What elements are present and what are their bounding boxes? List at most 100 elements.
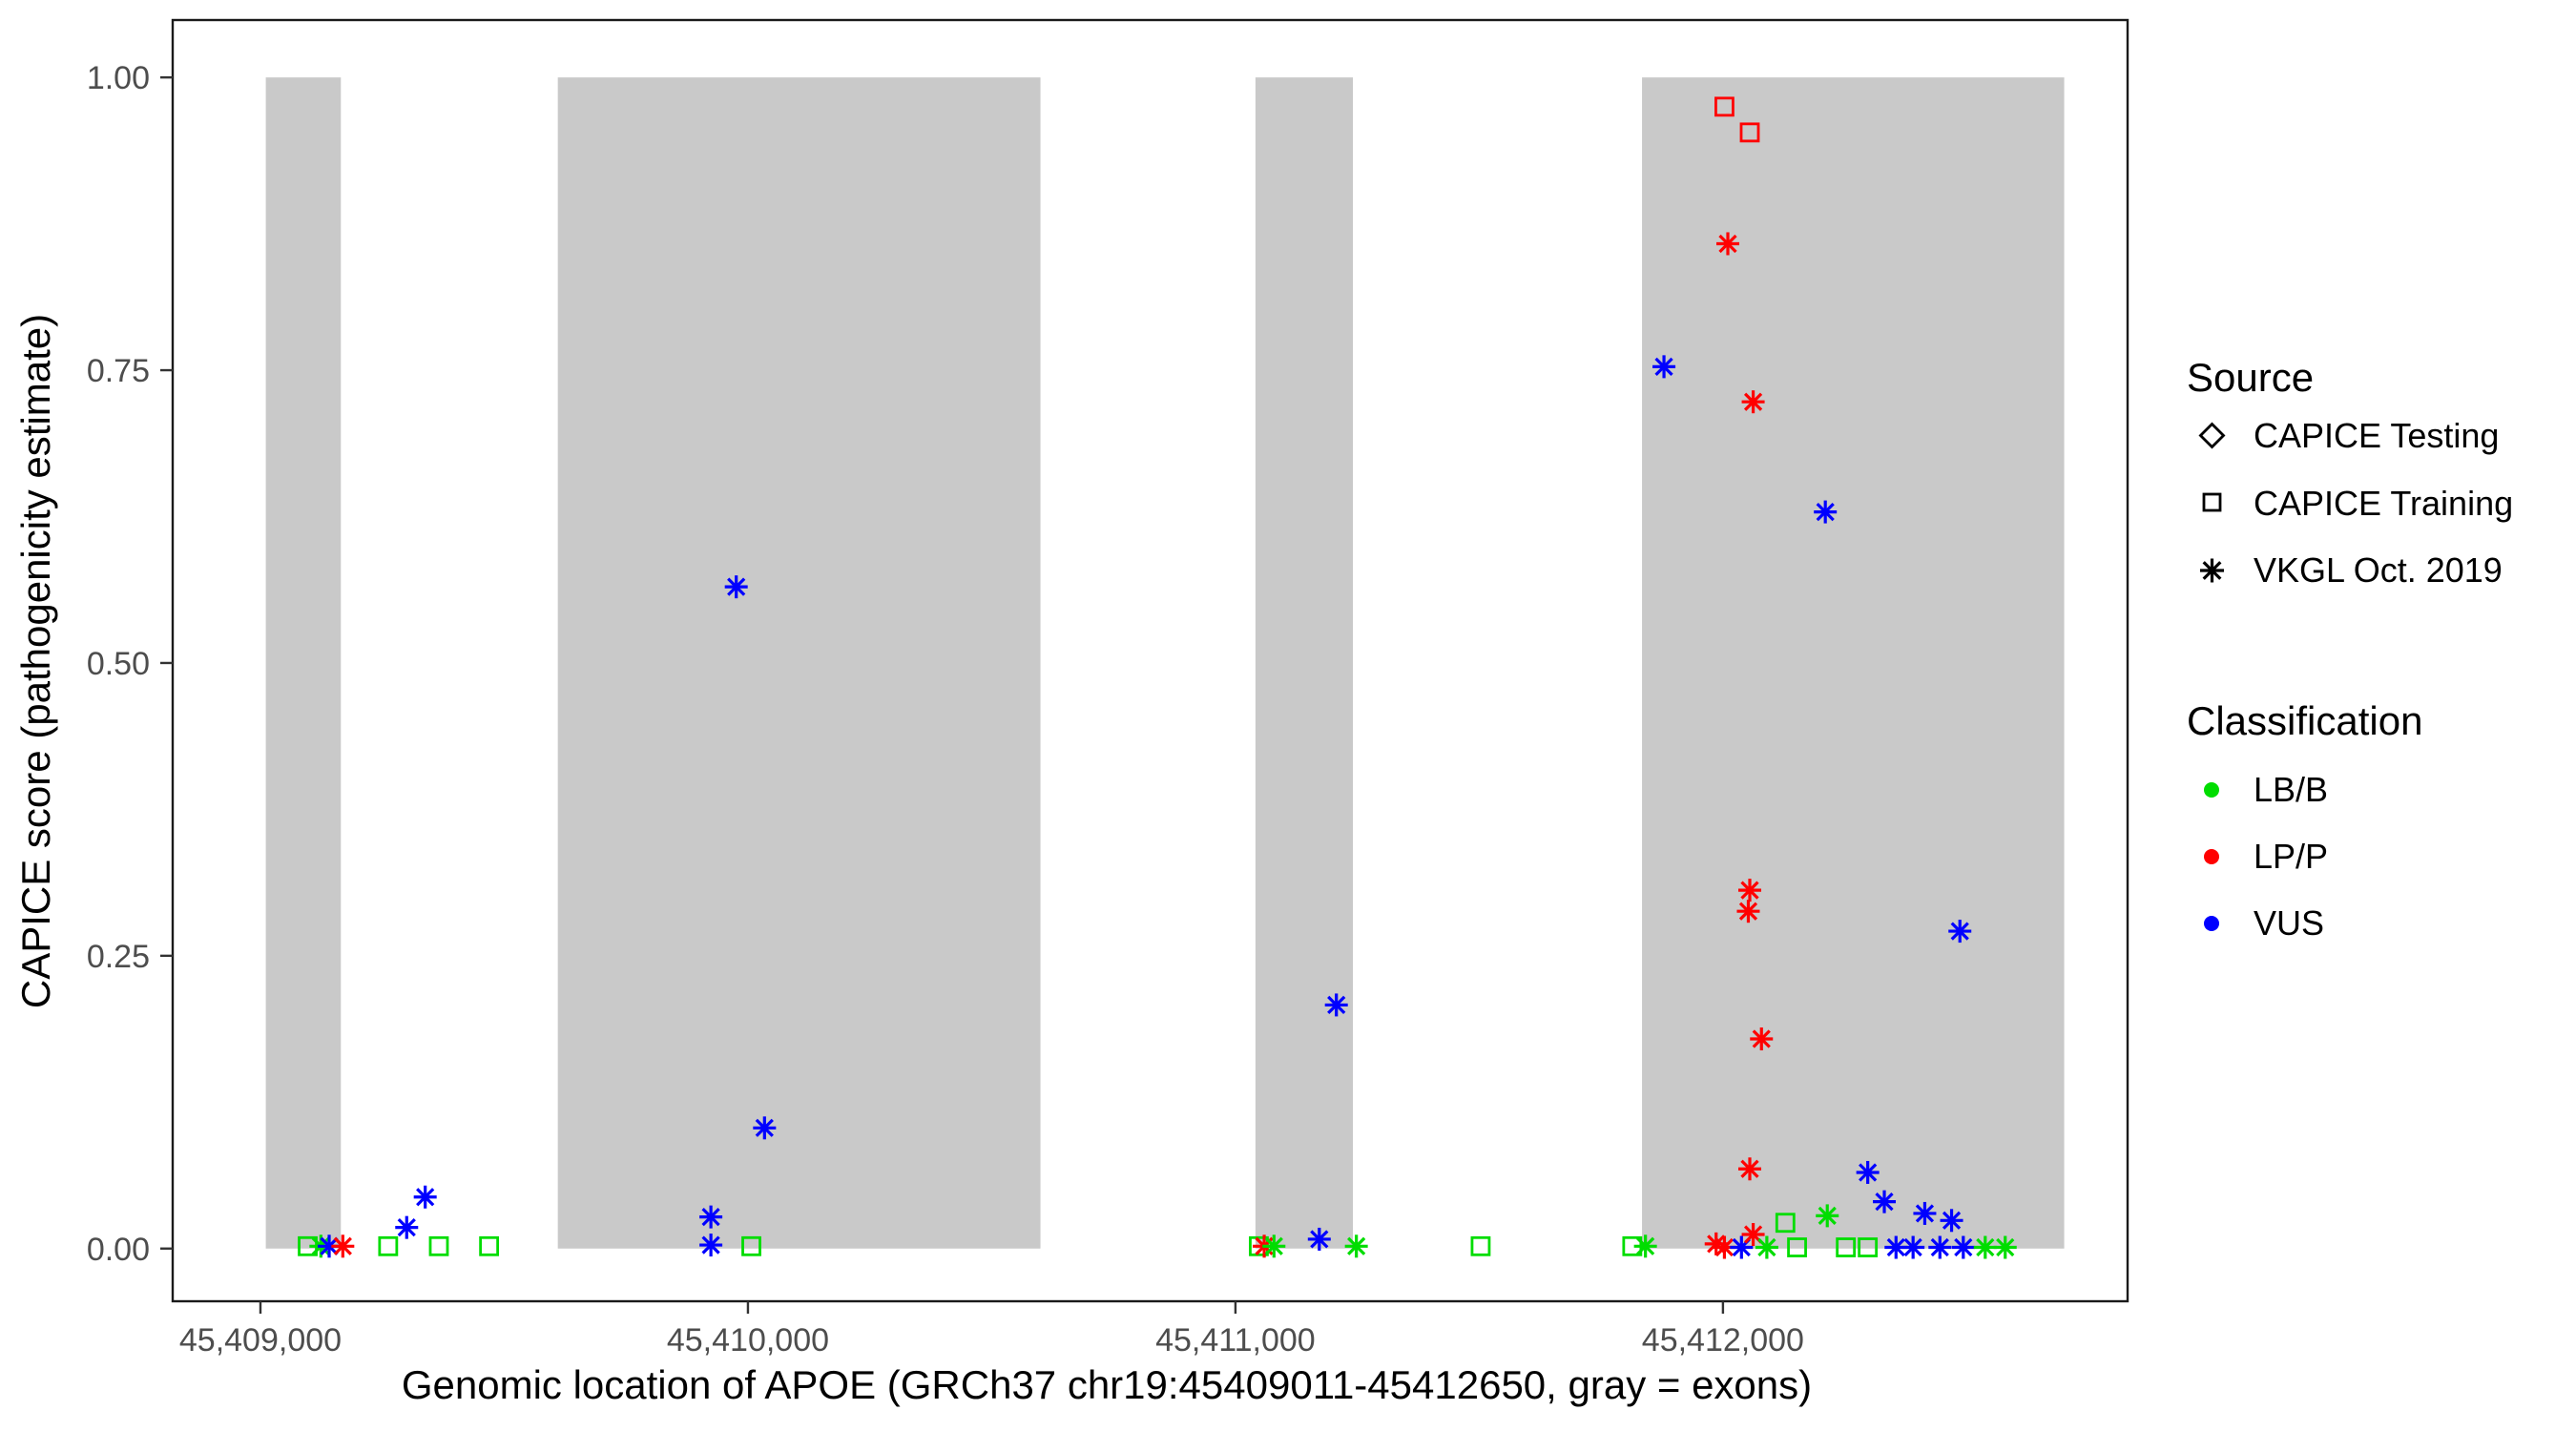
legend-item-capice-testing: CAPICE Testing (2198, 416, 2499, 455)
data-point-asterisk (1633, 1234, 1657, 1258)
legend-item-vus: VUS (2204, 903, 2324, 943)
data-point-asterisk (1993, 1235, 2017, 1259)
y-tick-label: 0.75 (87, 353, 150, 389)
asterisk-ray (1740, 1159, 1759, 1178)
data-point-asterisk (1928, 1235, 1952, 1259)
data-point-asterisk (1324, 993, 1348, 1017)
data-point-asterisk (1344, 1234, 1368, 1258)
legend-source: Source CAPICE Testing CAPICE Training VK… (2187, 355, 2513, 590)
legend-item-label: VKGL Oct. 2019 (2254, 550, 2503, 590)
data-point-asterisk (753, 1116, 777, 1140)
asterisk-ray (1976, 1237, 1995, 1257)
data-point-asterisk (1948, 920, 1972, 944)
asterisk-ray (1714, 1237, 1735, 1257)
data-point-asterisk (1307, 1227, 1331, 1251)
plot-panel-border (171, 18, 2129, 1303)
diamond-icon (2198, 422, 2226, 449)
legend-item-capice-training: CAPICE Training (2202, 484, 2513, 523)
legend-item-vkgl: VKGL Oct. 2019 (2200, 550, 2503, 590)
data-point-asterisk (1741, 390, 1765, 414)
asterisk-ray (1818, 1206, 1837, 1226)
data-point-asterisk (395, 1215, 419, 1239)
data-point-asterisk (699, 1234, 723, 1257)
asterisk-ray (1310, 1230, 1329, 1249)
asterisk-ray (1875, 1192, 1894, 1212)
x-axis-title: Genomic location of APOE (GRCh37 chr19:4… (402, 1362, 1812, 1407)
legend-classification: Classification LB/B LP/P VUS (2187, 698, 2422, 943)
data-point-asterisk (1737, 1157, 1761, 1181)
y-tick-label: 1.00 (87, 60, 150, 96)
data-point-square (741, 1235, 761, 1256)
asterisk-ray (1738, 902, 1758, 921)
data-point-square (1739, 122, 1760, 143)
data-point-asterisk (1755, 1235, 1778, 1259)
asterisk-ray (1816, 502, 1835, 522)
data-point-asterisk (1704, 1232, 1728, 1255)
legend-item-lbb: LB/B (2204, 770, 2328, 809)
data-point-asterisk (724, 575, 748, 599)
asterisk-ray (727, 577, 746, 596)
lbb-dot-icon (2204, 782, 2219, 798)
legend-item-lpp: LP/P (2204, 837, 2328, 876)
exon-rect (557, 77, 1041, 1249)
data-point-asterisk (1814, 500, 1838, 524)
asterisk-ray (1327, 995, 1346, 1015)
data-point-asterisk (1716, 232, 1740, 256)
asterisk-ray (1996, 1237, 2015, 1257)
asterisk-ray (1903, 1237, 1922, 1257)
asterisk-ray (701, 1235, 720, 1255)
exon-regions (265, 77, 2065, 1249)
data-point-asterisk (1816, 1204, 1839, 1228)
data-point-asterisk (1913, 1201, 1937, 1225)
data-point-square (1775, 1213, 1796, 1234)
data-point-asterisk (1973, 1235, 1997, 1259)
asterisk-ray (1654, 357, 1673, 376)
data-point-square (1858, 1237, 1879, 1257)
x-tick-label: 45,410,000 (667, 1322, 829, 1358)
asterisk-ray (1743, 1225, 1763, 1244)
asterisk-ray (1942, 1211, 1962, 1230)
exon-rect (265, 77, 342, 1249)
y-axis-title: CAPICE score (pathogenicity estimate) (13, 314, 58, 1008)
lpp-dot-icon (2204, 849, 2219, 864)
data-point-square (1836, 1237, 1857, 1257)
legend-item-label: CAPICE Training (2254, 484, 2513, 523)
x-tick-label: 45,409,000 (179, 1322, 342, 1358)
asterisk-ray (1859, 1163, 1878, 1182)
data-point-square (1714, 96, 1735, 117)
data-point-asterisk (1262, 1234, 1286, 1258)
x-tick-label: 45,412,000 (1642, 1322, 1804, 1358)
data-point-asterisk (1951, 1235, 1975, 1259)
asterisk-ray (1915, 1204, 1935, 1223)
y-tick-label: 0.25 (87, 939, 150, 975)
vus-dot-icon (2204, 916, 2219, 931)
asterisk-icon (2200, 558, 2224, 583)
x-axis: 45,409,000 45,410,000 45,411,000 45,412,000 (179, 1301, 1804, 1358)
data-point-asterisk (1940, 1209, 1963, 1233)
exon-rect (1642, 77, 2065, 1249)
data-point-asterisk (699, 1205, 723, 1229)
legend-classification-title: Classification (2187, 698, 2422, 743)
asterisk-ray (1740, 881, 1759, 900)
asterisk-ray (1752, 1029, 1771, 1048)
x-tick-label: 45,411,000 (1155, 1322, 1316, 1358)
data-point-asterisk (413, 1185, 437, 1209)
asterisk-ray (397, 1218, 416, 1237)
legend-item-label: LB/B (2254, 770, 2328, 809)
square-icon (2202, 492, 2222, 512)
data-point-asterisk (1873, 1190, 1897, 1213)
asterisk-ray (1954, 1237, 1973, 1257)
legend-source-title: Source (2187, 355, 2314, 400)
asterisk-ray (1743, 392, 1763, 411)
data-point-asterisk (1652, 355, 1676, 379)
asterisk-ray (1636, 1236, 1655, 1255)
asterisk-ray (320, 1236, 339, 1255)
data-point-square (378, 1235, 399, 1256)
data-point-square (428, 1235, 449, 1256)
asterisk-ray (1757, 1237, 1776, 1257)
data-point-asterisk (1736, 900, 1760, 923)
data-points-layer (298, 96, 2017, 1259)
y-tick-label: 0.50 (87, 646, 150, 682)
data-point-asterisk (1901, 1235, 1925, 1259)
